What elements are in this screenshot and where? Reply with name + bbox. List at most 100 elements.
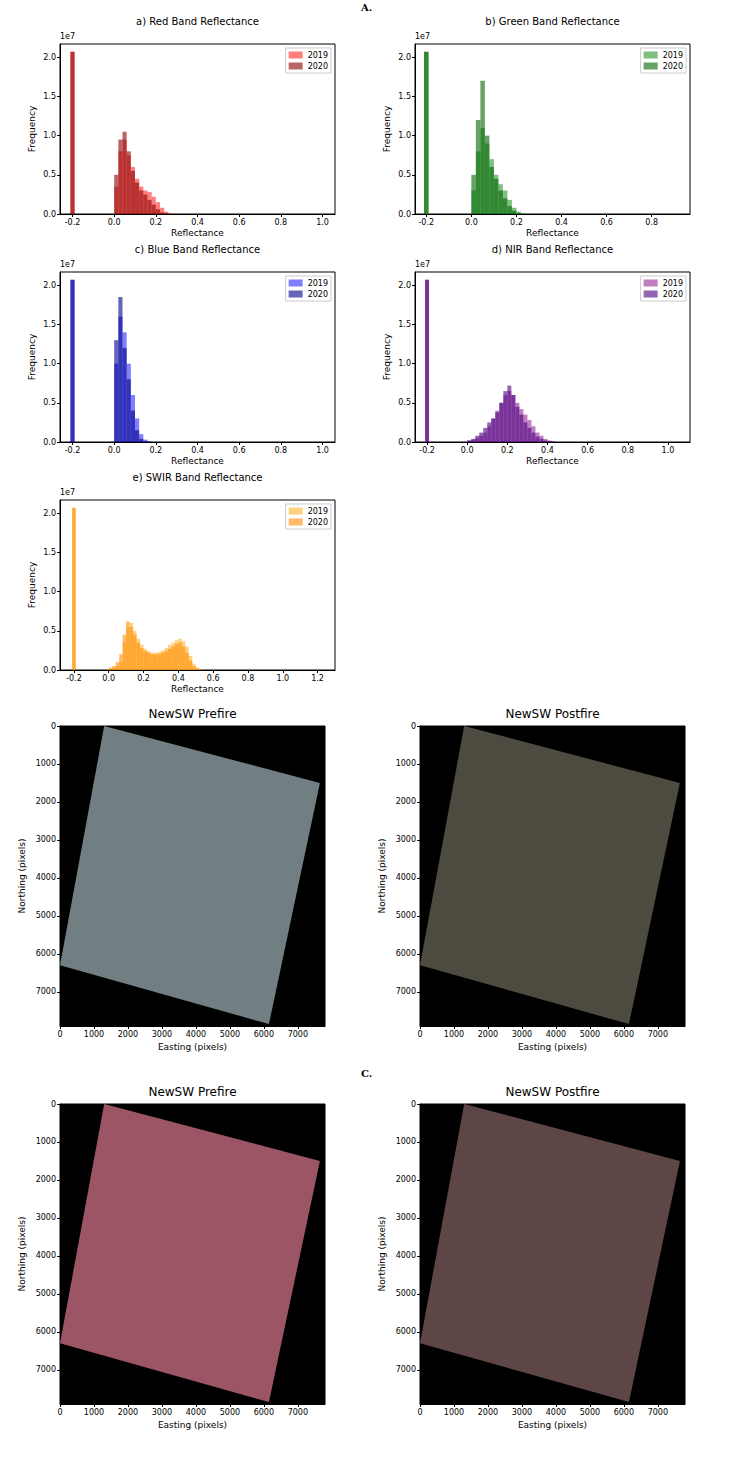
svg-text:0.0: 0.0 (43, 210, 56, 219)
svg-text:2020: 2020 (308, 518, 328, 527)
svg-text:4000: 4000 (396, 1251, 416, 1260)
svg-text:1.5: 1.5 (43, 92, 56, 101)
svg-text:0.0: 0.0 (398, 438, 411, 447)
svg-text:1.0: 1.0 (316, 218, 329, 227)
svg-text:0.8: 0.8 (242, 674, 255, 683)
svg-text:NewSW Postfire: NewSW Postfire (505, 707, 599, 721)
svg-text:0.6: 0.6 (581, 446, 594, 455)
svg-text:6000: 6000 (614, 1408, 634, 1417)
svg-text:4000: 4000 (396, 873, 416, 882)
svg-text:7000: 7000 (396, 987, 416, 996)
svg-text:1000: 1000 (444, 1408, 464, 1417)
svg-text:d) NIR Band Reflectance: d) NIR Band Reflectance (492, 244, 613, 255)
svg-text:5000: 5000 (396, 1289, 416, 1298)
svg-text:7000: 7000 (288, 1408, 308, 1417)
svg-text:Frequency: Frequency (27, 105, 37, 152)
svg-text:2019: 2019 (308, 51, 328, 60)
svg-text:Reflectance: Reflectance (171, 456, 224, 466)
svg-text:1.0: 1.0 (43, 587, 56, 596)
svg-text:Reflectance: Reflectance (171, 684, 224, 694)
svg-text:0.2: 0.2 (137, 674, 150, 683)
svg-text:0.8: 0.8 (621, 446, 634, 455)
svg-text:4000: 4000 (36, 1251, 56, 1260)
svg-text:3000: 3000 (36, 835, 56, 844)
svg-text:2019: 2019 (663, 279, 683, 288)
svg-text:2019: 2019 (308, 507, 328, 516)
svg-text:6000: 6000 (254, 1408, 274, 1417)
svg-text:0.0: 0.0 (108, 218, 121, 227)
svg-text:6000: 6000 (36, 1327, 56, 1336)
svg-text:0: 0 (411, 722, 416, 731)
svg-text:2020: 2020 (663, 290, 683, 299)
svg-text:1.0: 1.0 (43, 131, 56, 140)
svg-text:0.2: 0.2 (510, 218, 523, 227)
svg-text:4000: 4000 (186, 1408, 206, 1417)
svg-text:2019: 2019 (308, 279, 328, 288)
svg-text:0: 0 (51, 722, 56, 731)
svg-text:0.2: 0.2 (501, 446, 514, 455)
svg-text:0.8: 0.8 (274, 218, 287, 227)
svg-text:1.5: 1.5 (43, 548, 56, 557)
svg-text:1.0: 1.0 (398, 131, 411, 140)
svg-text:1000: 1000 (396, 1137, 416, 1146)
svg-text:2000: 2000 (396, 797, 416, 806)
svg-text:0.0: 0.0 (398, 210, 411, 219)
svg-text:0.0: 0.0 (465, 218, 478, 227)
svg-text:Easting (pixels): Easting (pixels) (518, 1420, 587, 1430)
svg-text:-0.2: -0.2 (65, 218, 81, 227)
svg-text:0.6: 0.6 (207, 674, 220, 683)
svg-text:Frequency: Frequency (27, 333, 37, 380)
svg-text:b) Green Band Reflectance: b) Green Band Reflectance (485, 16, 619, 27)
svg-text:1.0: 1.0 (43, 359, 56, 368)
svg-text:-0.2: -0.2 (66, 674, 82, 683)
svg-text:Easting (pixels): Easting (pixels) (518, 1042, 587, 1052)
svg-text:1e7: 1e7 (60, 488, 75, 497)
svg-text:Northing (pixels): Northing (pixels) (377, 1217, 387, 1292)
svg-text:1000: 1000 (84, 1408, 104, 1417)
svg-text:0.8: 0.8 (645, 218, 658, 227)
svg-text:2000: 2000 (36, 797, 56, 806)
svg-text:A.: A. (360, 2, 372, 13)
svg-text:3000: 3000 (152, 1030, 172, 1039)
svg-text:6000: 6000 (254, 1030, 274, 1039)
svg-text:2020: 2020 (663, 62, 683, 71)
svg-text:1.0: 1.0 (398, 359, 411, 368)
svg-text:6000: 6000 (396, 949, 416, 958)
svg-text:0: 0 (57, 1408, 62, 1417)
svg-text:6000: 6000 (396, 1327, 416, 1336)
svg-text:3000: 3000 (396, 1213, 416, 1222)
svg-text:2000: 2000 (118, 1408, 138, 1417)
svg-text:7000: 7000 (648, 1408, 668, 1417)
svg-text:1000: 1000 (444, 1030, 464, 1039)
svg-text:0.6: 0.6 (600, 218, 613, 227)
svg-text:0: 0 (57, 1030, 62, 1039)
svg-text:Frequency: Frequency (382, 105, 392, 152)
svg-text:5000: 5000 (220, 1030, 240, 1039)
svg-text:c) Blue Band Reflectance: c) Blue Band Reflectance (135, 244, 260, 255)
svg-text:Reflectance: Reflectance (171, 228, 224, 238)
svg-text:2019: 2019 (663, 51, 683, 60)
svg-text:2000: 2000 (36, 1175, 56, 1184)
svg-text:0: 0 (411, 1100, 416, 1109)
svg-text:0.5: 0.5 (398, 170, 411, 179)
svg-text:-0.2: -0.2 (418, 218, 434, 227)
svg-text:1000: 1000 (36, 1137, 56, 1146)
svg-text:7000: 7000 (396, 1365, 416, 1374)
svg-text:0.0: 0.0 (461, 446, 474, 455)
svg-text:0: 0 (417, 1408, 422, 1417)
svg-text:a) Red Band Reflectance: a) Red Band Reflectance (136, 16, 259, 27)
svg-text:0.5: 0.5 (43, 398, 56, 407)
svg-text:3000: 3000 (396, 835, 416, 844)
svg-text:3000: 3000 (512, 1408, 532, 1417)
svg-text:0.4: 0.4 (191, 218, 204, 227)
svg-text:1e7: 1e7 (60, 32, 75, 41)
svg-text:2.0: 2.0 (398, 281, 411, 290)
svg-text:0.5: 0.5 (43, 170, 56, 179)
svg-text:1e7: 1e7 (415, 260, 430, 269)
svg-text:0.5: 0.5 (43, 626, 56, 635)
svg-text:7000: 7000 (648, 1030, 668, 1039)
svg-text:0.6: 0.6 (233, 218, 246, 227)
svg-text:1e7: 1e7 (60, 260, 75, 269)
svg-text:7000: 7000 (36, 987, 56, 996)
svg-text:0.0: 0.0 (43, 438, 56, 447)
